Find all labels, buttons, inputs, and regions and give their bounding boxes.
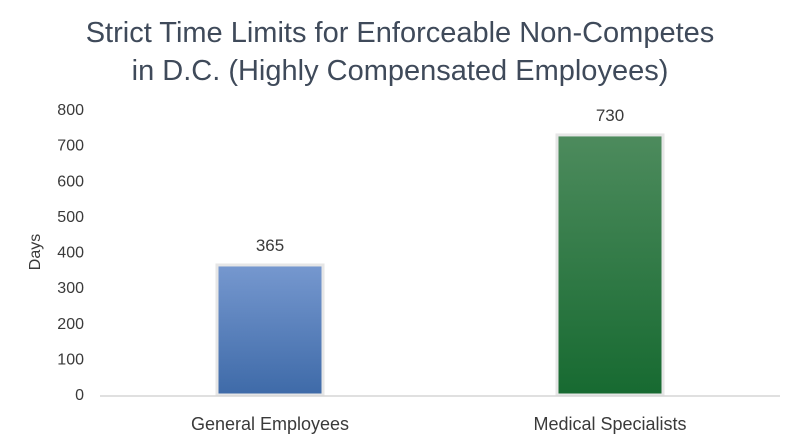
y-tick-label: 800 — [57, 102, 84, 119]
y-tick-label: 100 — [57, 351, 84, 368]
y-tick-label: 700 — [57, 138, 84, 155]
y-tick-label: 600 — [57, 173, 84, 190]
y-axis-label: Days — [27, 234, 44, 270]
y-tick-label: 0 — [75, 387, 84, 404]
data-label: 730 — [596, 106, 624, 125]
x-category-label: Medical Specialists — [533, 414, 686, 434]
category-labels: General Employees Medical Specialists — [191, 414, 687, 434]
y-tick-label: 500 — [57, 209, 84, 226]
y-tick-label: 200 — [57, 316, 84, 333]
y-tick-label: 400 — [57, 245, 84, 262]
y-tick-label: 300 — [57, 280, 84, 297]
bar-medical-specialists — [555, 133, 665, 397]
y-axis-ticks: 0 100 200 300 400 500 600 700 800 — [57, 102, 84, 404]
data-label: 365 — [256, 236, 284, 255]
bar-general-employees — [215, 263, 325, 397]
chart-title-line-1: Strict Time Limits for Enforceable Non-C… — [86, 17, 715, 49]
data-labels: 365 730 — [256, 106, 624, 255]
x-category-label: General Employees — [191, 414, 349, 434]
bars — [215, 133, 665, 397]
chart-title-line-2: in D.C. (Highly Compensated Employees) — [132, 55, 669, 87]
